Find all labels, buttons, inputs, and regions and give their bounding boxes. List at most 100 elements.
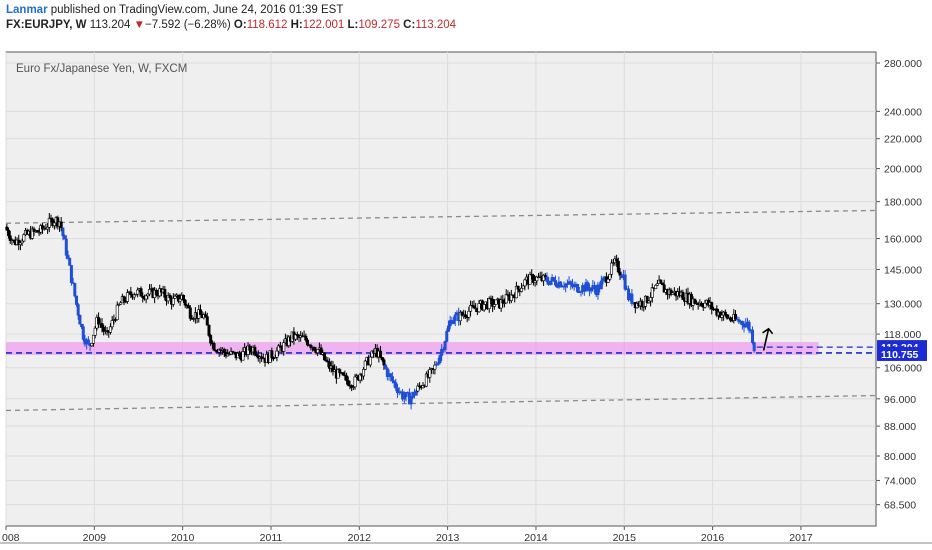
candle-body (187, 305, 191, 309)
candle-body (277, 345, 281, 352)
candle-body (198, 309, 202, 315)
candle-body (47, 217, 51, 228)
candle-body (309, 345, 313, 348)
candle-body (90, 343, 94, 347)
candle-body (469, 305, 473, 312)
candle-body (523, 279, 527, 287)
candle-body (655, 283, 659, 286)
candle-body (52, 222, 56, 226)
candle-body (576, 284, 580, 293)
candle-body (119, 302, 123, 305)
candle-body (616, 260, 620, 273)
candle-body (231, 350, 235, 353)
candle-body (569, 281, 573, 285)
candle-body (304, 335, 308, 341)
publish-info: published on TradingView.com, June 24, 2… (47, 4, 344, 16)
candle-body (181, 294, 185, 301)
author-link[interactable]: Lanmar (6, 4, 48, 16)
candle-body (700, 302, 704, 306)
price-tick-label: 96.000 (884, 394, 916, 406)
candle-body (100, 323, 104, 328)
candle-body (76, 304, 80, 316)
candle-body (270, 350, 274, 359)
candle-body (64, 238, 68, 256)
candle-body (428, 369, 432, 378)
candle-body (222, 348, 226, 353)
candle-body (71, 282, 75, 284)
time-axis[interactable]: 008 2009 2010 2011 2012 2013 2014 2015 2016 2017 (0, 526, 932, 544)
up-arrow-head (762, 327, 774, 335)
candle-body (728, 317, 732, 321)
candle-body (316, 349, 320, 353)
candle-body (452, 320, 456, 324)
candle-body (380, 356, 384, 361)
close-label: C: (403, 19, 416, 31)
symbol-label[interactable]: FX:EURJPY, W (6, 19, 87, 31)
candle-body (734, 314, 738, 320)
candlestick-series (5, 213, 756, 410)
down-arrow-icon: ▼ (133, 19, 146, 31)
candle-body (545, 276, 549, 282)
price-tick-label: 118.000 (884, 329, 921, 341)
candle-body (725, 314, 729, 319)
open-label: O: (233, 19, 247, 31)
price-tick-label: 200.000 (884, 164, 922, 176)
candle-body (747, 321, 751, 331)
candle-body (520, 287, 524, 292)
candle-body (492, 304, 496, 307)
candle-body (212, 343, 216, 351)
price-tick-label: 240.000 (884, 106, 922, 118)
candle-body (207, 324, 211, 336)
candle-body (248, 345, 252, 351)
candle-body (559, 281, 563, 288)
candle-body (645, 295, 649, 303)
price-axis[interactable]: 280.000 240.000 220.000 200.000 180.000 160.0… (876, 58, 927, 512)
candle-body (528, 273, 532, 285)
candle-body (61, 227, 65, 237)
candle-body (608, 273, 612, 280)
candle-body (80, 323, 84, 328)
trend-lines (5, 209, 877, 412)
candle-body (414, 390, 418, 396)
time-tick-label: 2011 (260, 532, 283, 544)
candle-body (346, 380, 350, 386)
candle-body (650, 287, 654, 298)
candle-body (163, 288, 167, 298)
grid-lines (5, 52, 876, 526)
time-tick-label: 2013 (436, 532, 460, 544)
price-tick-label: 280.000 (884, 58, 922, 70)
candle-body (654, 284, 658, 289)
low-value: 109.275 (358, 19, 400, 31)
candle-body (535, 276, 539, 282)
candle-body (312, 346, 316, 351)
candle-body (404, 392, 408, 397)
candle-body (73, 283, 77, 297)
candle-body (443, 341, 447, 351)
candle-body (108, 326, 112, 333)
candle-body (183, 299, 187, 306)
candle-body (86, 339, 90, 345)
candle-body (610, 262, 614, 275)
candle-body (132, 294, 136, 298)
time-tick-label: 2017 (789, 532, 813, 544)
price-tick-label: 130.000 (884, 299, 922, 311)
price-tick-label: 106.000 (884, 363, 922, 375)
candle-body (487, 298, 491, 310)
candle-body (353, 376, 357, 388)
lower-trend-line (5, 394, 877, 412)
support-price-label: 110.755 (881, 349, 919, 361)
candle-body (209, 335, 213, 344)
candle-body (282, 342, 286, 352)
candle-body (5, 226, 9, 231)
candle-body (178, 298, 182, 302)
candle-body (117, 304, 121, 306)
candle-body (720, 314, 724, 318)
candle-body (69, 265, 73, 283)
candle-body (384, 364, 388, 369)
price-tick-label: 88.000 (884, 421, 916, 433)
candle-body (649, 297, 653, 302)
candle-body (253, 346, 257, 355)
candle-body (382, 359, 386, 366)
candle-body (91, 334, 95, 344)
